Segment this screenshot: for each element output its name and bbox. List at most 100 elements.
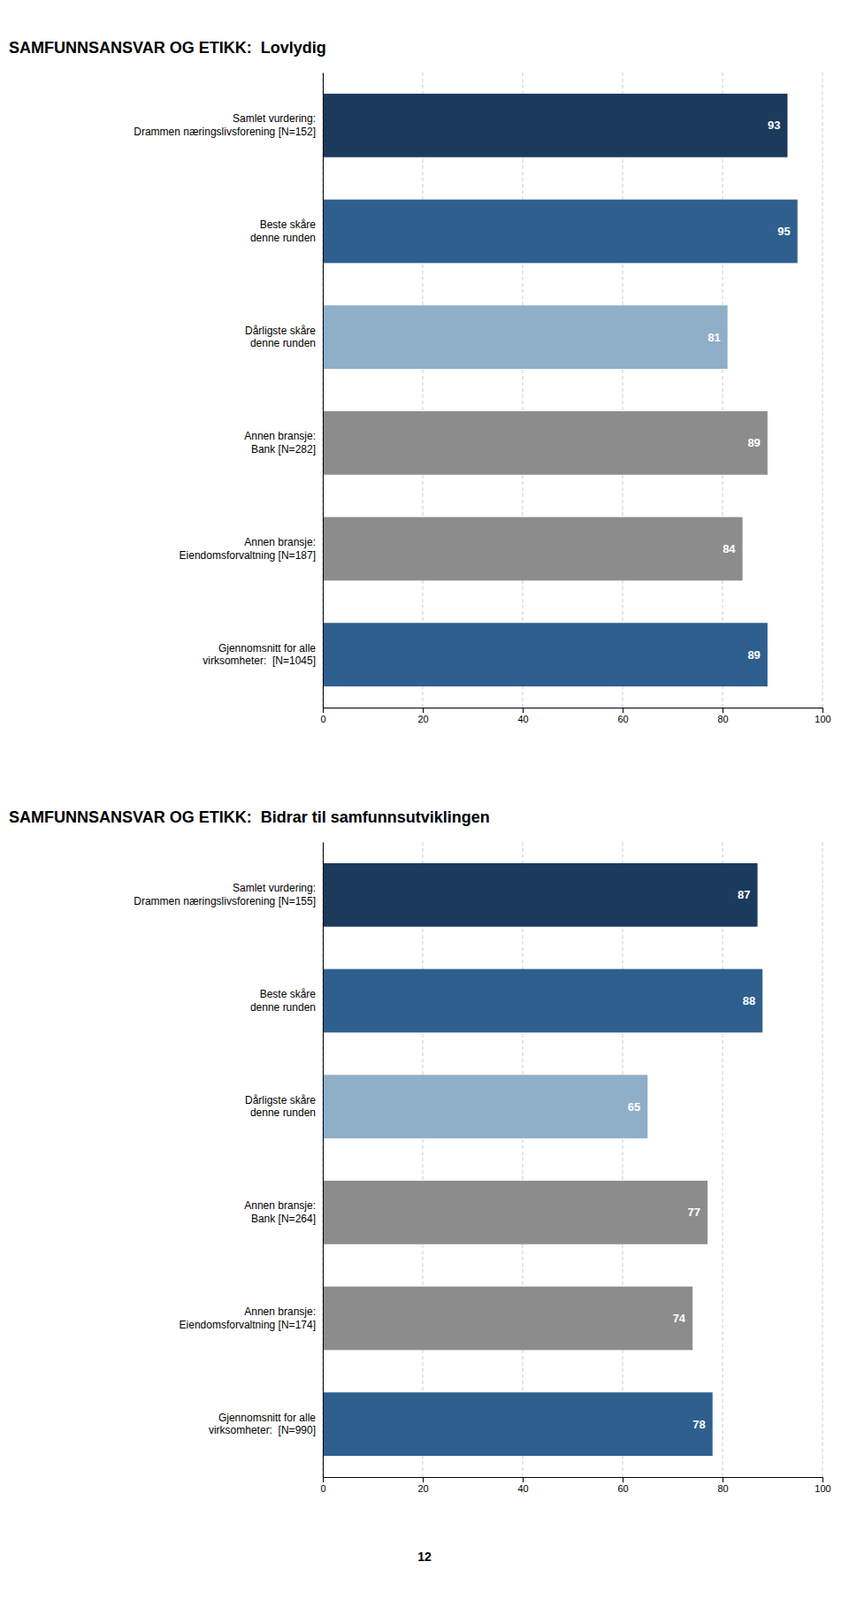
tick-label: 40: [517, 713, 528, 725]
data-label: 88: [742, 994, 756, 1008]
bars: [322, 93, 798, 687]
tick-label-line: Bank [N=282]: [251, 443, 316, 456]
bar: [322, 969, 763, 1033]
bar: [322, 305, 728, 369]
tick-label-line: Gjennomsnitt for alle: [218, 642, 316, 655]
grid-line: [322, 72, 324, 708]
data-label: 84: [722, 542, 736, 556]
tick-mark: [722, 1476, 724, 1483]
tick-label-line: Annen bransje:: [244, 1199, 316, 1212]
data-label: 78: [692, 1417, 705, 1431]
bar: [322, 1286, 693, 1351]
tick-label: 0: [320, 1483, 326, 1494]
y-axis: Samlet vurdering:Drammen næringslivsfore…: [133, 842, 323, 1478]
bar: [322, 1074, 648, 1139]
tick-label: 40: [517, 1483, 528, 1494]
grid-line: [622, 841, 624, 1477]
tick: 100: [814, 1476, 831, 1494]
data-labels: 939581898489: [707, 118, 791, 661]
x-axis: 020406080100: [320, 707, 831, 725]
tick: 80: [717, 707, 728, 725]
bar: [322, 199, 798, 264]
tick-mark: [622, 1476, 624, 1483]
tick-label: 80: [717, 1483, 728, 1494]
bar: [322, 622, 768, 687]
grid-line: [522, 72, 524, 708]
tick: Beste skåredenne runden: [250, 987, 316, 1013]
tick-label: 20: [417, 713, 429, 725]
tick-label: 100: [814, 713, 831, 725]
tick: 100: [814, 707, 831, 725]
tick: 20: [417, 707, 429, 725]
data-label: 81: [707, 330, 720, 345]
tick: Annen bransje:Bank [N=264]: [244, 1199, 316, 1224]
tick-label-line: Beste skåre: [260, 987, 317, 1001]
axis-domain: [323, 708, 824, 714]
tick-label: Annen bransje:Eiendomsforvaltning [N=174…: [179, 1305, 316, 1331]
tick-label-line: Dårligste skåre: [244, 1093, 316, 1107]
tick-label-line: denne runden: [250, 1001, 316, 1014]
grid: [322, 841, 823, 1477]
tick-label: Annen bransje:Bank [N=264]: [244, 1199, 316, 1224]
tick: Gjennomsnitt for allevirksomheter: [N=10…: [202, 642, 316, 667]
tick-label: Annen bransje:Bank [N=282]: [244, 429, 316, 455]
bars: [322, 863, 763, 1456]
tick-label: 20: [417, 1483, 429, 1494]
tick-mark: [722, 707, 724, 713]
tick: 60: [617, 1476, 628, 1494]
tick-label-line: Bank [N=264]: [251, 1212, 316, 1225]
chart-title: SAMFUNNSANSVAR OG ETIKK: Bidrar til samf…: [8, 808, 490, 827]
page: 939581898489 0 20 40 60 80 100 Samlet vurdering…: [0, 0, 849, 1600]
tick-label: Gjennomsnitt for allevirksomheter: [N=10…: [202, 642, 316, 667]
data-label: 65: [627, 1100, 641, 1114]
tick-label: 100: [814, 1483, 831, 1494]
tick-label-line: Annen bransje:: [244, 1305, 316, 1318]
tick-label: Dårligste skåredenne runden: [244, 1093, 316, 1119]
tick: Samlet vurdering:Drammen næringslivsfore…: [133, 881, 316, 907]
chart-title: SAMFUNNSANSVAR OG ETIKK: Lovlydig: [8, 38, 327, 57]
grid-line: [522, 841, 524, 1477]
tick-label-line: virksomheter: [N=990]: [208, 1423, 316, 1437]
bar: [322, 863, 758, 927]
axis-domain: [322, 73, 324, 709]
tick: 0: [320, 1476, 326, 1494]
tick-mark: [422, 1476, 424, 1483]
data-label: 77: [688, 1205, 701, 1219]
x-axis: 0 20 40 60 80 100: [320, 1476, 831, 1494]
tick-label-line: denne runden: [250, 1106, 316, 1119]
tick-label-line: Eiendomsforvaltning [N=187]: [179, 549, 316, 562]
grid-line: [822, 841, 824, 1477]
tick-label: 60: [617, 713, 628, 725]
bar: [322, 1180, 708, 1245]
tick-label-line: virksomheter: [N=1045]: [202, 654, 316, 667]
tick: 80: [717, 1476, 728, 1494]
tick-label-line: Eiendomsforvaltning [N=174]: [179, 1318, 316, 1331]
tick-label-line: Annen bransje:: [244, 535, 316, 549]
tick-label-line: Drammen næringslivsforening [N=152]: [133, 125, 316, 138]
y-axis: Samlet vurdering:Drammen næringslivsfore…: [133, 73, 323, 709]
tick: Beste skåredenne runden: [250, 218, 316, 244]
tick: Annen bransje:Eiendomsforvaltning [N=187…: [179, 535, 316, 561]
tick-label-line: Gjennomsnitt for alle: [218, 1411, 316, 1424]
tick: Annen bransje:Bank [N=282]: [244, 429, 316, 455]
tick: Dårligste skåredenne runden: [244, 324, 316, 350]
tick-label: Samlet vurdering:Drammen næringslivsfore…: [133, 112, 316, 138]
bar: [322, 1392, 713, 1456]
tick-label: Beste skåredenne runden: [250, 987, 316, 1013]
tick: 20: [417, 1476, 429, 1494]
tick: Dårligste skåredenne runden: [244, 1093, 316, 1119]
tick-mark: [322, 707, 324, 713]
tick: 40: [517, 707, 528, 725]
tick-label-line: denne runden: [250, 336, 316, 350]
tick-mark: [822, 707, 824, 713]
chart: 878865777478020406080100Samlet vurdering…: [133, 841, 831, 1494]
axis-domain: [322, 842, 324, 1478]
tick-mark: [522, 707, 524, 713]
tick: 60: [617, 707, 628, 725]
grid-line: [322, 841, 324, 1477]
grid-line: [422, 72, 424, 708]
tick-mark: [422, 707, 424, 713]
tick-mark: [322, 1476, 324, 1483]
grid-line: [722, 841, 724, 1477]
tick: Gjennomsnitt for allevirksomheter: [N=99…: [208, 1411, 316, 1437]
